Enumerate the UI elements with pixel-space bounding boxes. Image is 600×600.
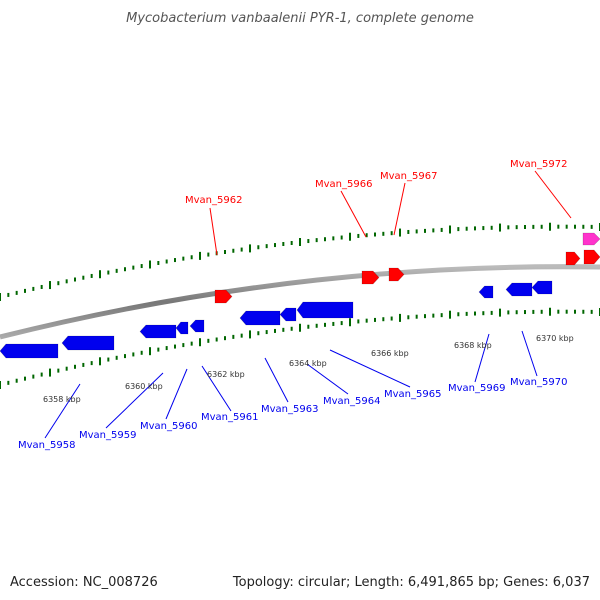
gene-arrow-mvan-5962 xyxy=(214,289,233,304)
gene-arrow-mvan-5963 xyxy=(239,310,281,326)
callout-mvan-5962 xyxy=(209,207,218,256)
gene-arrow-mvan-5973 xyxy=(583,249,600,265)
kbp-label-6368: 6368 kbp xyxy=(454,341,492,350)
kbp-label-6362: 6362 kbp xyxy=(207,370,245,379)
gene-arrow-mvan-5972 xyxy=(565,251,581,266)
kbp-label-6360: 6360 kbp xyxy=(125,382,163,391)
gene-arrow-mvan-5969 xyxy=(478,285,494,299)
gene-arrow-mvan-5958 xyxy=(0,343,59,359)
gene-label-mvan-5964[interactable]: Mvan_5964 xyxy=(323,396,380,407)
gene-callout-lines xyxy=(44,170,572,439)
gene-arrow-rna xyxy=(582,232,600,246)
gene-arrow-mvan-5965 xyxy=(296,301,354,319)
callout-mvan-5958 xyxy=(44,383,81,439)
gene-label-mvan-5969[interactable]: Mvan_5969 xyxy=(448,383,505,394)
gene-label-mvan-5963[interactable]: Mvan_5963 xyxy=(261,404,318,415)
callout-mvan-5961 xyxy=(201,365,232,412)
gene-arrows xyxy=(0,232,600,359)
gene-arrow-mvan-5970 xyxy=(505,282,533,297)
gene-label-mvan-5958[interactable]: Mvan_5958 xyxy=(18,440,75,451)
gene-label-mvan-5966[interactable]: Mvan_5966 xyxy=(315,179,372,190)
gene-label-mvan-5961[interactable]: Mvan_5961 xyxy=(201,412,258,423)
accession-text: Accession: NC_008726 xyxy=(10,575,158,590)
kbp-label-6364: 6364 kbp xyxy=(289,359,327,368)
gene-label-mvan-5967[interactable]: Mvan_5967 xyxy=(380,171,437,182)
callout-mvan-5969 xyxy=(474,333,490,383)
callout-mvan-5966 xyxy=(340,190,367,238)
callout-mvan-5963 xyxy=(264,357,289,403)
genome-stats-text: Topology: circular; Length: 6,491,865 bp… xyxy=(232,575,590,590)
upper-tick-track xyxy=(0,222,600,301)
gene-arrow-mvan-5966 xyxy=(361,270,380,285)
kbp-label-6358: 6358 kbp xyxy=(43,395,81,404)
callout-mvan-5965 xyxy=(329,349,411,388)
gene-label-mvan-5965[interactable]: Mvan_5965 xyxy=(384,389,441,400)
gene-label-mvan-5959[interactable]: Mvan_5959 xyxy=(79,430,136,441)
kbp-label-6370: 6370 kbp xyxy=(536,334,574,343)
callout-mvan-5967 xyxy=(393,182,406,236)
kbp-label-6366: 6366 kbp xyxy=(371,349,409,358)
gene-arrow-mvan-5959 xyxy=(61,335,115,351)
gene-label-mvan-5970[interactable]: Mvan_5970 xyxy=(510,377,567,388)
gene-arrow-mvan-5961 xyxy=(189,319,205,333)
callout-mvan-5960 xyxy=(165,368,188,420)
gene-arrow-mvan-5967 xyxy=(388,267,405,282)
gene-arrow-mvan-5960b xyxy=(175,321,189,335)
gene-label-mvan-5962[interactable]: Mvan_5962 xyxy=(185,195,242,206)
gene-arrow-mvan-5964 xyxy=(279,307,297,322)
genome-backbone xyxy=(0,264,600,340)
map-title: Mycobacterium vanbaalenii PYR-1, complet… xyxy=(126,11,474,26)
callout-mvan-5964 xyxy=(306,363,349,395)
callout-mvan-5972 xyxy=(534,170,572,219)
callout-mvan-5959 xyxy=(105,372,164,429)
gene-label-mvan-5972[interactable]: Mvan_5972 xyxy=(510,159,567,170)
callout-mvan-5970 xyxy=(521,330,538,377)
lower-tick-track xyxy=(0,307,600,389)
gene-label-mvan-5960[interactable]: Mvan_5960 xyxy=(140,421,197,432)
gene-arrow-mvan-5960 xyxy=(139,324,177,339)
gene-arrow-mvan-5971 xyxy=(531,280,553,295)
